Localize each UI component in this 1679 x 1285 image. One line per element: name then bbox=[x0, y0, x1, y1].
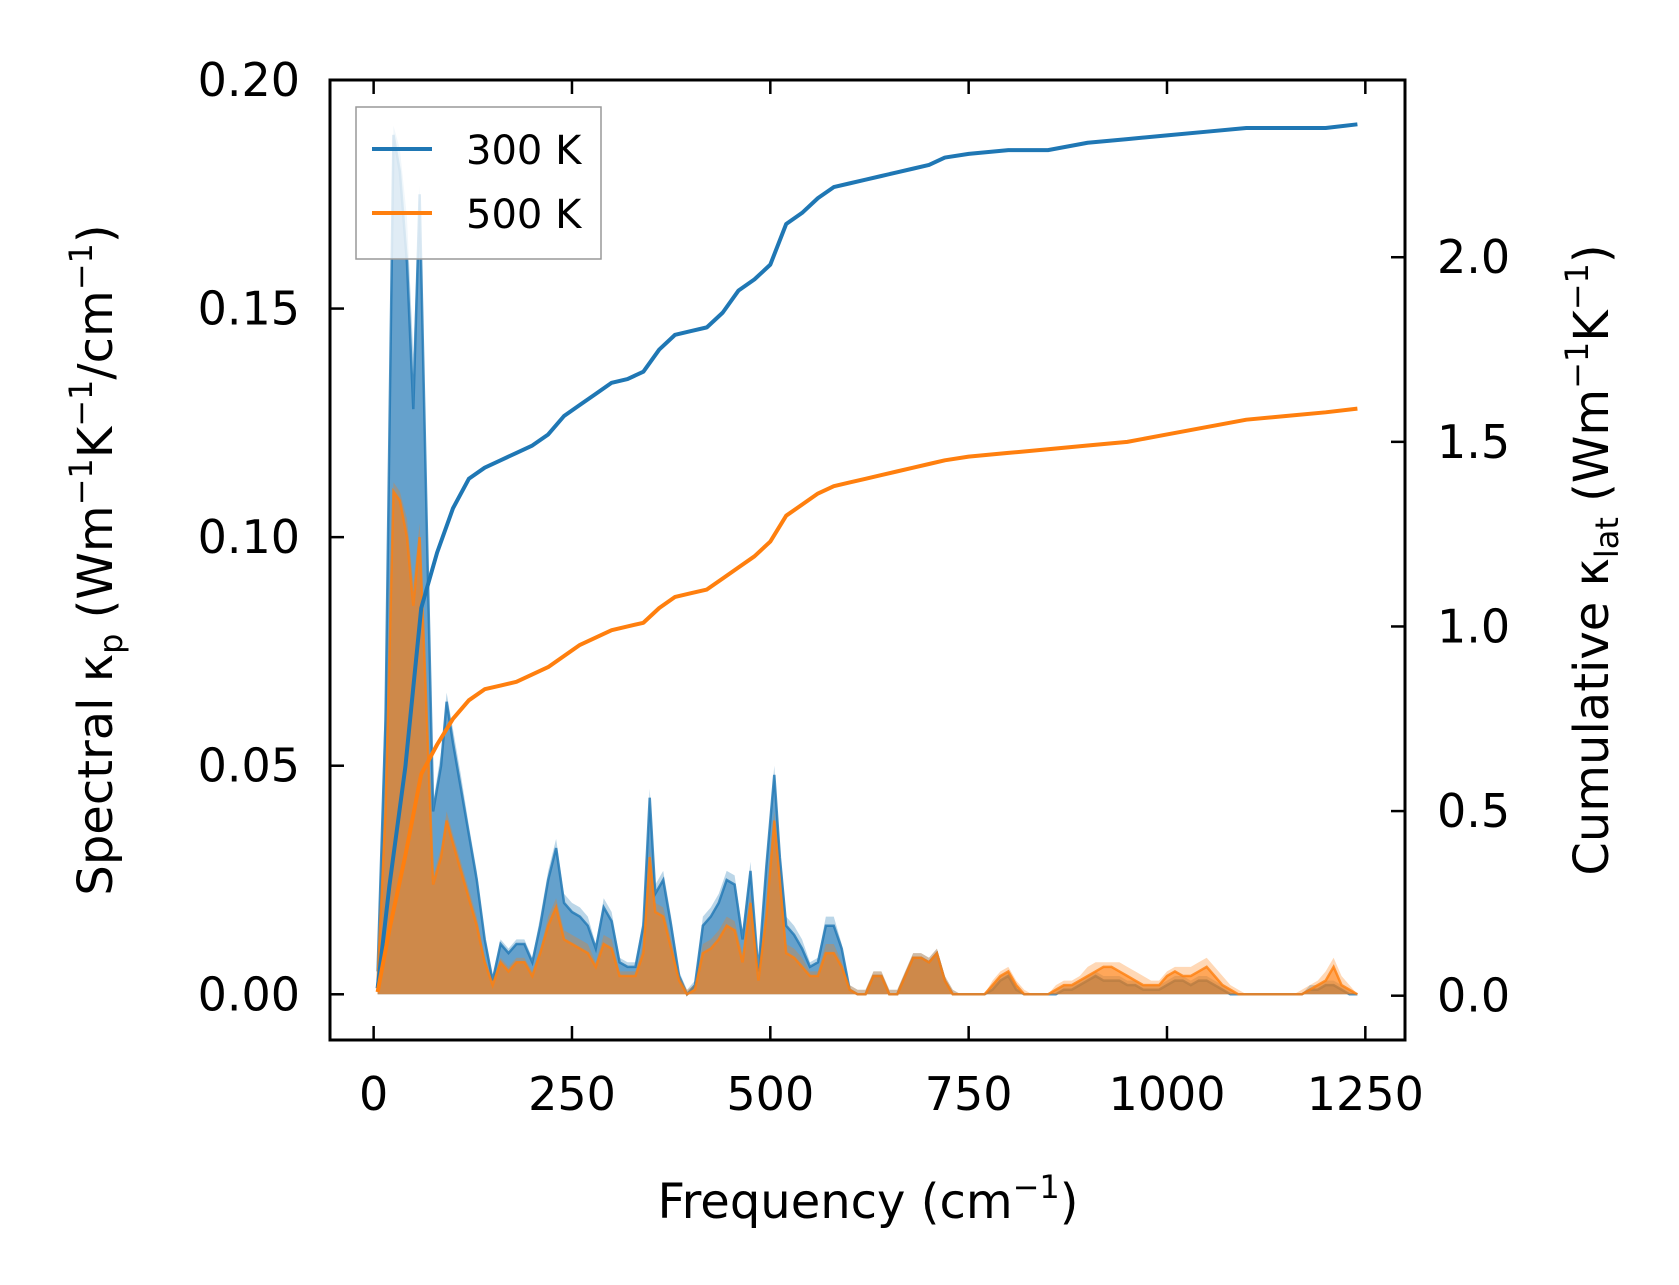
legend-box bbox=[355, 106, 602, 260]
y-left-label-b-sup: −1 bbox=[62, 458, 100, 505]
y-left-tick-label: 0.15 bbox=[198, 282, 300, 336]
cumulative-line-500k bbox=[375, 406, 1358, 993]
y-left-label-e: ) bbox=[68, 224, 124, 243]
y-right-label-b: (Wm bbox=[1564, 389, 1620, 517]
y-right-label-c-sup: −1 bbox=[1558, 263, 1596, 310]
x-tick-label: 1250 bbox=[1307, 1067, 1424, 1121]
y-left-tick-label: 0.10 bbox=[198, 510, 300, 564]
spectral-line-500k bbox=[376, 487, 1359, 996]
spectral-fill-500k bbox=[377, 491, 1358, 995]
y-left-label-a-sub: p bbox=[92, 634, 130, 654]
y-left-label-d: /cm bbox=[68, 290, 124, 379]
spectral-fill-300k bbox=[377, 134, 1358, 995]
x-axis-label-sup: −1 bbox=[1013, 1168, 1060, 1206]
y-left-tick-label: 0.05 bbox=[198, 739, 300, 793]
x-axis-label-close: ) bbox=[1060, 1174, 1079, 1230]
y-right-label-d: ) bbox=[1564, 244, 1620, 263]
legend-label-300k: 300 K bbox=[466, 128, 583, 174]
y-left-label-a: Spectral κ bbox=[68, 654, 124, 896]
x-axis-label: Frequency (cm−1) bbox=[657, 1168, 1078, 1230]
x-tick-label: 500 bbox=[726, 1067, 814, 1121]
y-right-label-c: K bbox=[1564, 309, 1620, 342]
x-tick-label: 750 bbox=[925, 1067, 1013, 1121]
cumulative-line-300k bbox=[375, 122, 1358, 989]
y-left-label-c: K bbox=[68, 425, 124, 458]
y-right-label-b-sup: −1 bbox=[1558, 342, 1596, 389]
y-axis-left-label: Spectral κp (Wm−1K−1/cm−1) bbox=[62, 224, 130, 895]
y-right-label-a-sub: lat bbox=[1588, 517, 1626, 558]
y-right-tick-label: 0.5 bbox=[1437, 784, 1510, 838]
y-left-tick-label: 0.20 bbox=[198, 53, 300, 107]
plot-area bbox=[375, 122, 1359, 997]
axes-frame bbox=[328, 78, 1407, 1042]
legend-label-500k: 500 K bbox=[466, 192, 583, 238]
x-tick-label: 0 bbox=[359, 1067, 388, 1121]
y-left-label-b: (Wm bbox=[68, 505, 124, 633]
x-tick-label: 250 bbox=[528, 1067, 616, 1121]
y-right-tick-label: 1.5 bbox=[1437, 415, 1510, 469]
legend: 300 K 500 K bbox=[355, 106, 602, 260]
axis-ticks: 0 250 500 750 1000 1250 0.00 0.05 0.10 0.15 0.20 0.… bbox=[198, 53, 1511, 1121]
y-right-tick-label: 2.0 bbox=[1437, 230, 1510, 284]
y-right-label-a: Cumulative κ bbox=[1564, 558, 1620, 876]
y-axis-right-label: Cumulative κlat (Wm−1K−1) bbox=[1558, 244, 1626, 875]
x-tick-label: 1000 bbox=[1108, 1067, 1225, 1121]
y-right-tick-label: 1.0 bbox=[1437, 599, 1510, 653]
y-right-tick-label: 0.0 bbox=[1437, 969, 1510, 1023]
y-left-tick-label: 0.00 bbox=[198, 967, 300, 1021]
y-left-label-c-sup: −1 bbox=[62, 380, 100, 427]
x-axis-label-main: Frequency (cm bbox=[657, 1174, 1012, 1230]
y-left-label-d-sup: −1 bbox=[62, 243, 100, 290]
